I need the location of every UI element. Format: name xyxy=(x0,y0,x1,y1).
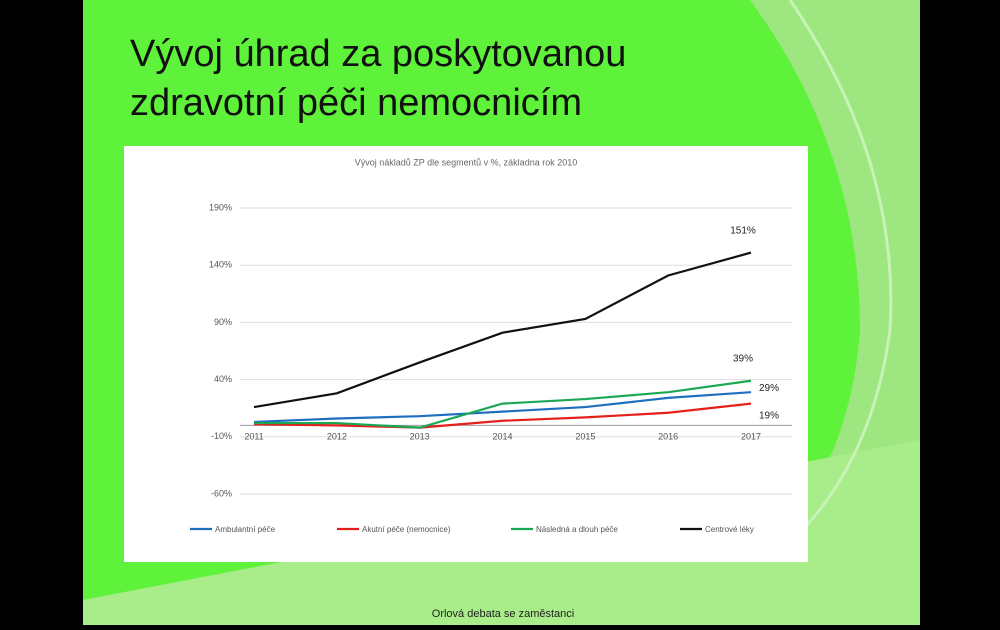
legend-label: Centrové léky xyxy=(705,525,754,534)
series-line xyxy=(254,379,752,429)
x-tick-label: 2011 xyxy=(244,431,263,441)
x-tick-label: 2015 xyxy=(575,431,595,441)
x-tick-label: 2013 xyxy=(410,431,430,441)
series-line xyxy=(253,391,752,424)
decor-curve xyxy=(750,0,920,560)
legend-label: Ambulantní péče xyxy=(215,525,276,534)
x-tick-label: 2016 xyxy=(658,431,678,441)
value-label: 19% xyxy=(759,410,779,421)
y-tick-label: 140% xyxy=(209,260,232,270)
slide-title-line: zdravotní péči nemocnicím xyxy=(130,82,582,124)
y-tick-label: 190% xyxy=(209,202,232,212)
y-tick-label: -60% xyxy=(211,488,232,498)
slide-title-line: Vývoj úhrad za poskytovanou xyxy=(130,33,626,75)
legend-label: Akutní péče (nemocnice) xyxy=(362,525,451,534)
x-tick-label: 2017 xyxy=(741,431,761,441)
decor-line xyxy=(769,0,893,562)
value-label: 29% xyxy=(759,383,779,394)
series-line xyxy=(253,251,752,409)
y-tick-label: 40% xyxy=(214,374,232,384)
y-tick-label: -10% xyxy=(211,431,232,441)
slide-footer: Orlová debata se zaměstanci xyxy=(432,608,574,620)
plot: -60% -10% 40% 90% 140% 190% 2011 2012 2013 2014 20… xyxy=(190,202,792,534)
chart-title: Vývoj nákladů ZP dle segmentů v %, zákla… xyxy=(355,157,577,167)
value-label: 39% xyxy=(733,353,753,364)
y-tick-label: 90% xyxy=(214,317,232,327)
chart-panel xyxy=(124,146,808,562)
value-label: 151% xyxy=(730,225,756,236)
x-tick-label: 2014 xyxy=(492,431,512,441)
x-tick-label: 2012 xyxy=(327,431,347,441)
series-line xyxy=(253,402,752,429)
legend-label: Následná a dlouh péče xyxy=(536,525,618,534)
